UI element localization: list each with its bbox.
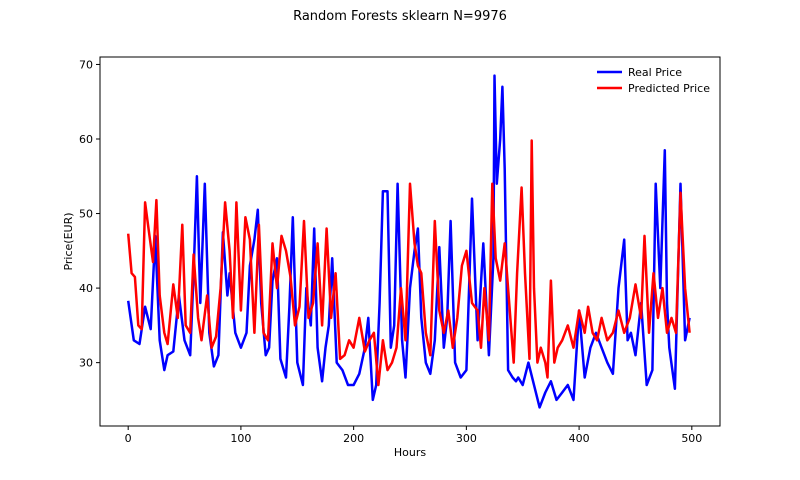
y-axis: 30 40 50 60 70 [79, 58, 100, 370]
x-axis-label: Hours [394, 446, 426, 459]
y-tick-label: 60 [79, 133, 93, 146]
x-tick-label: 500 [681, 432, 702, 445]
y-tick-label: 40 [79, 282, 93, 295]
y-tick-label: 30 [79, 357, 93, 370]
series-line-0 [126, 74, 691, 409]
x-tick-label: 400 [569, 432, 590, 445]
x-tick-label: 200 [343, 432, 364, 445]
plot-frame [99, 56, 721, 427]
legend: Real Price Predicted Price [597, 66, 710, 95]
x-tick-label: 0 [125, 432, 132, 445]
x-axis: 0 100 200 300 400 500 [125, 426, 702, 445]
series-line-1 [126, 139, 691, 387]
x-tick-label: 300 [456, 432, 477, 445]
legend-label-0: Real Price [628, 66, 682, 79]
plot-area [126, 74, 691, 409]
y-tick-label: 70 [79, 58, 93, 71]
chart-title: Random Forests sklearn N=9976 [293, 9, 507, 24]
x-tick-label: 100 [230, 432, 251, 445]
y-tick-label: 50 [79, 208, 93, 221]
y-axis-label: Price(EUR) [62, 212, 75, 270]
legend-label-1: Predicted Price [628, 82, 710, 95]
